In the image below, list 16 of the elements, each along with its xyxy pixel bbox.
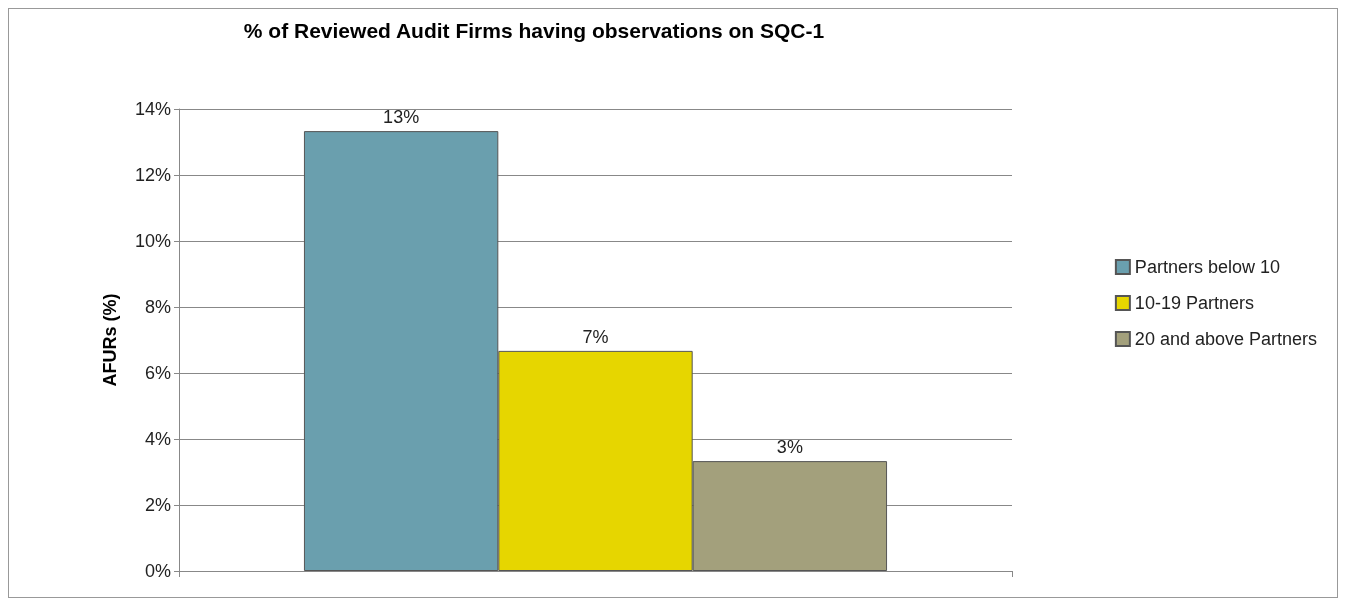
y-tick-label: 0% [144,561,171,581]
legend-label: 20 and above Partners [1134,329,1318,349]
y-tick-label: 6% [144,363,171,383]
y-axis-title: AFURs (%) [100,293,120,387]
legend-label: Partners below 10 [1134,257,1280,277]
data-label: 7% [582,326,609,347]
data-label: 3% [776,437,803,458]
y-tick-label: 12% [134,165,171,185]
chart-title: % of Reviewed Audit Firms having observations on SQC-1 [243,19,825,42]
y-tick-label: 4% [144,429,171,449]
y-tick-label: 14% [134,99,171,119]
y-tick-label: 10% [134,231,171,251]
y-tick-label: 2% [144,495,171,515]
data-label: 13% [383,107,420,128]
y-tick-label: 8% [144,297,171,317]
legend-label: 10-19 Partners [1134,293,1254,313]
